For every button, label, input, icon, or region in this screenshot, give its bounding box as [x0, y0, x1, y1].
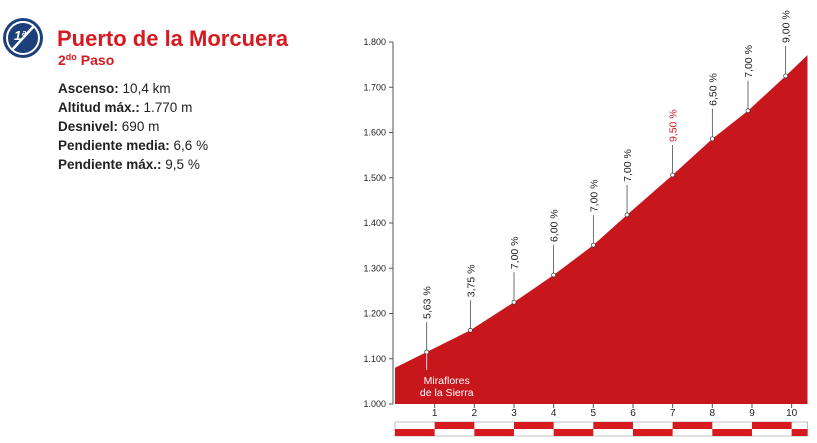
y-tick-label: 1.100 — [363, 354, 386, 364]
stat-row: Desnivel: 690 m — [58, 119, 159, 134]
x-tick-label: 8 — [710, 408, 716, 419]
strip-segment — [434, 422, 475, 429]
point — [670, 172, 675, 178]
profile-line — [395, 55, 808, 405]
y-tick-label: 1.300 — [363, 263, 386, 273]
stat-label: Pendiente máx.: — [58, 157, 162, 172]
stage-number: 2 — [58, 52, 66, 68]
stat-row: Pendiente media: 6,6 % — [58, 138, 208, 153]
stat-value: 6,6 % — [174, 138, 209, 153]
point — [551, 272, 557, 278]
y-tick-label: 1.000 — [363, 399, 386, 409]
x-tick-label: 7 — [670, 408, 676, 419]
x-tick-label: 2 — [472, 408, 478, 419]
strip-segment — [712, 429, 752, 436]
x-tick-label: 1 — [432, 408, 438, 419]
gradient-label: 5,63 % — [422, 286, 434, 319]
strip-segment — [672, 422, 713, 429]
title: Puerto de la Morcuera — [57, 26, 289, 51]
y-tick-label: 1.500 — [363, 173, 386, 183]
badge: 1ª — [3, 18, 43, 58]
y-tick-label: 1.600 — [363, 128, 386, 138]
subtitle: 2do Paso — [58, 52, 114, 68]
gradient-label: 7,00 % — [743, 45, 755, 78]
gradient-label: 7,00 % — [622, 149, 634, 182]
gradient-label: 9,50 % — [668, 109, 680, 142]
strip-segment — [632, 429, 673, 436]
point — [745, 108, 751, 114]
stage-word: Paso — [81, 52, 114, 68]
strip-segment — [791, 429, 808, 436]
gradient-label: 7,00 % — [588, 179, 600, 212]
y-tick-label: 1.200 — [363, 309, 386, 319]
stat-value: 690 m — [122, 119, 160, 134]
point — [624, 212, 630, 218]
stat-label: Ascenso: — [58, 81, 119, 96]
x-tick-label: 9 — [749, 408, 755, 419]
x-tick-label: 4 — [551, 408, 557, 419]
annotation-text: de la Sierra — [420, 387, 474, 399]
strip-segment — [553, 429, 594, 436]
y-tick-label: 1.700 — [363, 82, 386, 92]
gradient-label: 7,00 % — [509, 236, 521, 269]
stat-value: 9,5 % — [165, 157, 200, 172]
stat-row: Ascenso: 10,4 km — [58, 81, 171, 96]
point — [783, 73, 789, 79]
stat-label: Desnivel: — [58, 119, 118, 134]
badge-text: 1ª — [14, 28, 27, 43]
stage-suffix: do — [66, 52, 77, 62]
stat-label: Pendiente media: — [58, 138, 170, 153]
point — [590, 242, 596, 248]
x-tick-label: 6 — [630, 408, 636, 419]
x-tick-label: 10 — [786, 408, 798, 419]
strip-segment — [474, 429, 514, 436]
stat-row: Altitud máx.: 1.770 m — [58, 100, 192, 115]
strip-segment — [593, 422, 633, 429]
gradient-label: 9,00 % — [781, 10, 793, 43]
x-tick-label: 3 — [511, 408, 517, 419]
gradient-label: 6,00 % — [549, 209, 561, 242]
x-tick-label: 5 — [591, 408, 597, 419]
strip-segment — [513, 422, 554, 429]
point — [511, 299, 517, 305]
stat-row: Pendiente máx.: 9,5 % — [58, 157, 200, 172]
point — [709, 136, 715, 142]
gradient-label: 3,75 % — [465, 265, 477, 298]
stat-value: 1.770 m — [144, 100, 193, 115]
strip-segment — [395, 429, 435, 436]
stat-value: 10,4 km — [123, 81, 171, 96]
strip-segment — [751, 422, 792, 429]
y-tick-label: 1.800 — [363, 37, 386, 47]
gradient-label: 6,50 % — [707, 73, 719, 106]
y-tick-label: 1.400 — [363, 218, 386, 228]
annotation-text: Miraflores — [424, 375, 470, 387]
stat-label: Altitud máx.: — [58, 100, 140, 115]
point — [468, 327, 473, 333]
